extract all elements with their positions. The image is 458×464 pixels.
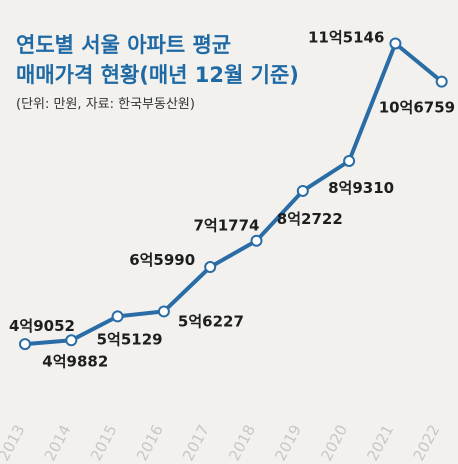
data-point-2016 [157, 305, 170, 318]
x-tick-label-2016: 2016 [133, 422, 167, 464]
x-tick-label-2018: 2018 [225, 422, 259, 464]
x-tick-label-2013: 2013 [0, 422, 28, 464]
data-point-2014 [65, 334, 78, 347]
unit-source-note: (단위: 만원, 자료: 한국부동산원) [16, 97, 195, 112]
chart-title: 연도별 서울 아파트 평균 매매가격 현황(매년 12월 기준) [16, 30, 299, 90]
data-point-2022 [435, 75, 448, 88]
x-tick-label-2021: 2021 [363, 422, 397, 464]
data-point-2015 [111, 310, 124, 323]
data-label-2017: 6억5990 [129, 251, 195, 269]
series-line [23, 41, 444, 347]
data-label-2020: 8억9310 [328, 179, 394, 197]
data-label-2019: 8억2722 [277, 210, 343, 228]
chart-title-line-1: 연도별 서울 아파트 평균 [16, 33, 232, 57]
x-tick-label-2019: 2019 [271, 422, 305, 464]
data-point-2020 [343, 154, 356, 167]
x-tick-label-2015: 2015 [87, 422, 121, 464]
x-tick-label-2020: 2020 [317, 422, 351, 464]
data-label-2014: 4억9882 [42, 352, 108, 370]
x-tick-label-2022: 2022 [410, 422, 444, 464]
data-label-2013: 4억9052 [9, 317, 75, 335]
chart-title-line-2: 매매가격 현황(매년 12월 기준) [16, 63, 299, 87]
data-point-2019 [296, 184, 309, 197]
data-label-2018: 7억1774 [194, 217, 260, 235]
data-label-2016: 5억6227 [178, 312, 244, 330]
x-tick-label-2014: 2014 [41, 422, 75, 464]
data-point-2013 [19, 338, 31, 351]
data-point-2017 [204, 261, 217, 274]
x-tick-label-2017: 2017 [179, 422, 213, 464]
data-label-2021: 11억5146 [308, 28, 384, 46]
data-label-2015: 5억5129 [97, 330, 163, 348]
data-label-2022: 10억6759 [379, 99, 455, 117]
data-point-2018 [250, 234, 263, 247]
data-point-2021 [389, 37, 402, 50]
